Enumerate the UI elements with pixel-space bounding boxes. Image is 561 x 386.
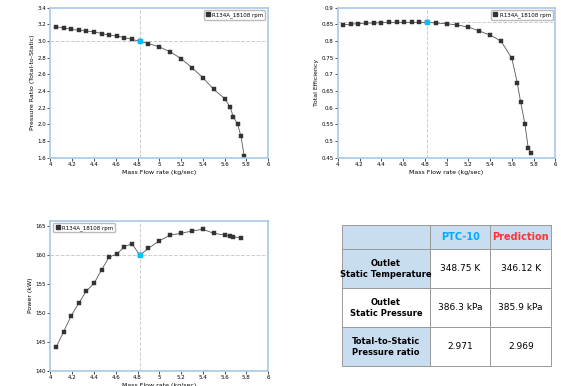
Text: Total-to-Static
Pressure ratio: Total-to-Static Pressure ratio (352, 337, 420, 357)
Bar (342, 327, 430, 366)
Text: Outlet
Static Temperature: Outlet Static Temperature (340, 259, 432, 279)
Text: 385.9 kPa: 385.9 kPa (499, 303, 543, 312)
Bar (490, 225, 551, 249)
X-axis label: Mass Flow rate (kg/sec): Mass Flow rate (kg/sec) (122, 169, 196, 174)
Bar (430, 225, 490, 249)
Text: Prediction: Prediction (493, 232, 549, 242)
Text: 2.969: 2.969 (508, 342, 534, 351)
Text: 2.971: 2.971 (447, 342, 473, 351)
Text: 386.3 kPa: 386.3 kPa (438, 303, 482, 312)
Bar (490, 288, 551, 327)
Bar (430, 327, 490, 366)
Legend: R134A_18108 rpm: R134A_18108 rpm (204, 10, 265, 20)
X-axis label: Mass Flow rate (kg/sec): Mass Flow rate (kg/sec) (410, 169, 484, 174)
Text: 348.75 K: 348.75 K (440, 264, 480, 273)
Bar (430, 249, 490, 288)
Text: 346.12 K: 346.12 K (500, 264, 541, 273)
Bar (490, 327, 551, 366)
X-axis label: Mass Flow rate (kg/sec): Mass Flow rate (kg/sec) (122, 383, 196, 386)
Text: PTC-10: PTC-10 (441, 232, 480, 242)
Legend: R134A_18108 rpm: R134A_18108 rpm (53, 223, 115, 232)
Y-axis label: Total Efficiency: Total Efficiency (314, 59, 319, 106)
Y-axis label: Power (kW): Power (kW) (28, 278, 33, 313)
Y-axis label: Pressure Ratio (Total-to-Static): Pressure Ratio (Total-to-Static) (30, 35, 35, 130)
Bar (490, 249, 551, 288)
Legend: R134A_18108 rpm: R134A_18108 rpm (491, 10, 553, 20)
Bar (342, 225, 430, 249)
Text: Outlet
Static Pressure: Outlet Static Pressure (350, 298, 422, 318)
Bar (430, 288, 490, 327)
Bar (342, 288, 430, 327)
Bar (342, 249, 430, 288)
